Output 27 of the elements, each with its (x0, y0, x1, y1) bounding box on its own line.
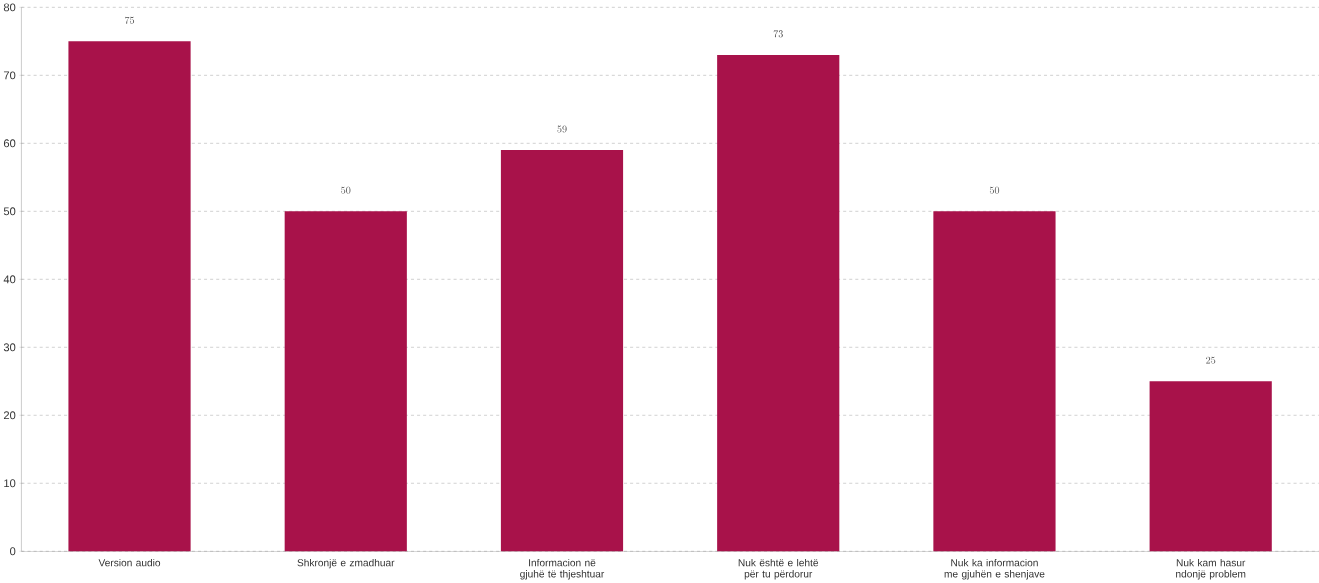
y-tick-label: 30 (3, 343, 16, 352)
x-tick-label: Shkronjë e zmadhuar (297, 558, 395, 569)
data-label: 59 (557, 125, 567, 133)
y-tick-label: 40 (3, 275, 16, 284)
y-tick-label: 60 (3, 139, 16, 148)
bar (500, 150, 624, 552)
y-tick-label: 0 (10, 547, 16, 556)
y-tick-label: 20 (3, 411, 16, 420)
y-tick-label: 70 (3, 71, 16, 80)
bar (284, 211, 407, 552)
x-tick-label: Nuk ka informacion me gjuhën e shenjave (944, 558, 1045, 580)
data-label: 50 (341, 186, 351, 194)
data-label: 25 (1206, 356, 1216, 364)
bar (933, 211, 1056, 552)
x-tick-label: Nuk kam hasur ndonjë problem (1176, 558, 1246, 580)
bar (717, 54, 840, 552)
bar (68, 41, 191, 552)
data-label: 73 (773, 30, 783, 38)
x-tick-label: Informacion në gjuhë të thjeshtuar (520, 558, 605, 580)
y-tick-label: 50 (3, 207, 16, 216)
y-tick-label: 80 (3, 3, 16, 12)
bar (1149, 381, 1272, 552)
data-label: 50 (989, 186, 1000, 194)
y-tick-label: 10 (4, 479, 16, 488)
x-tick-label: Nuk është e lehtë për tu përdorur (738, 558, 819, 580)
x-tick-label: Version audio (98, 558, 161, 567)
data-label: 75 (125, 16, 135, 24)
